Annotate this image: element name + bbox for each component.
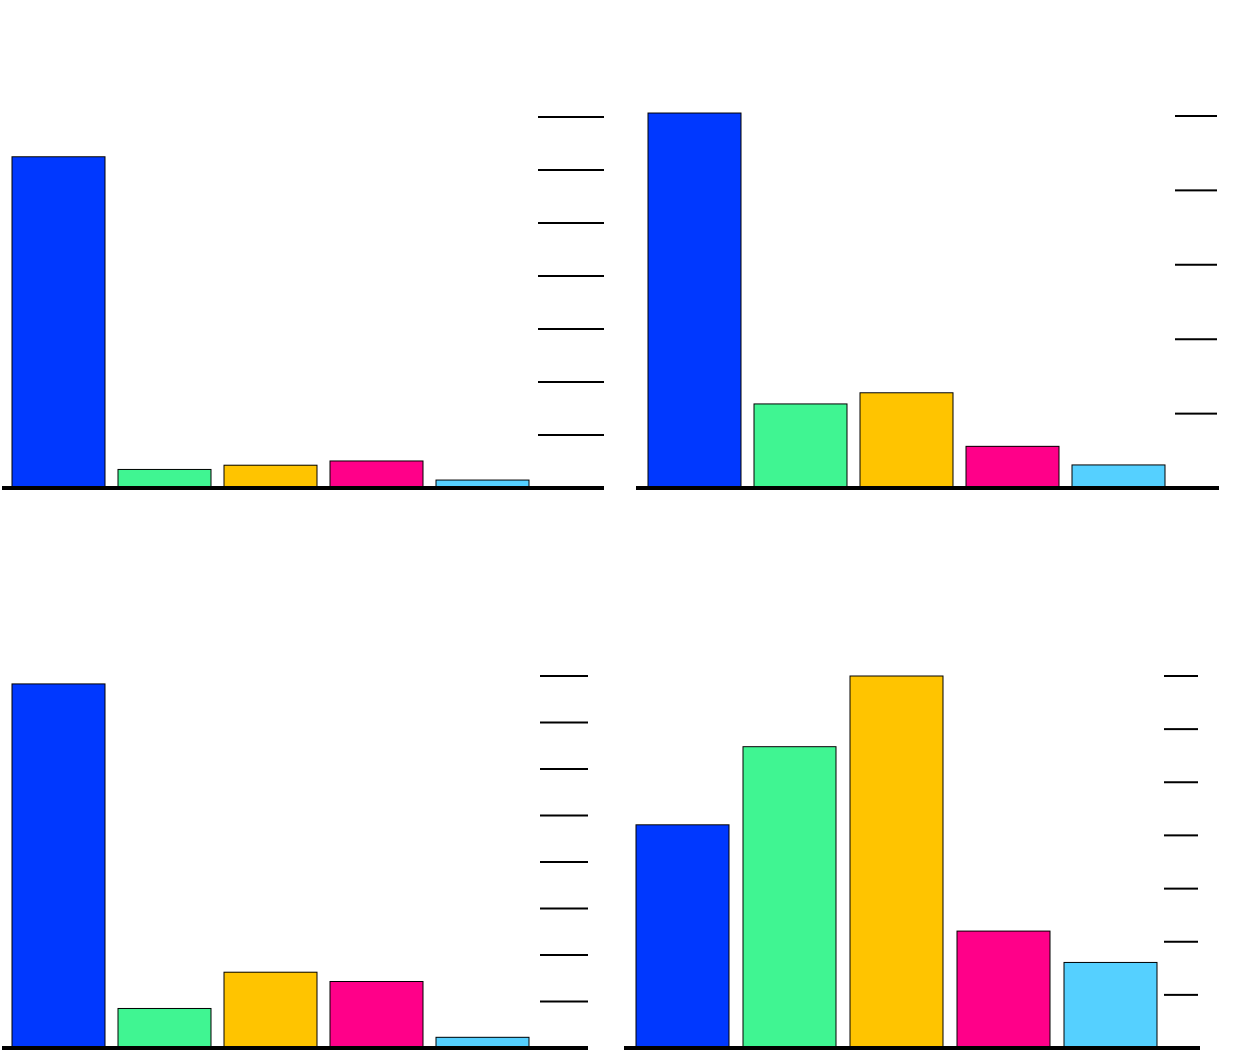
bar-5 (1063, 961, 1158, 1049)
chart-panel-top-right (636, 112, 1219, 490)
bar-2 (742, 746, 837, 1049)
bar-2 (117, 1007, 212, 1049)
bar-4 (329, 981, 424, 1049)
bar-1 (11, 683, 106, 1049)
bar-3 (223, 464, 318, 489)
bar-1 (647, 112, 742, 489)
bar-3 (223, 971, 318, 1049)
chart-panel-bottom-left (2, 675, 588, 1050)
bar-1 (635, 824, 730, 1049)
bar-5 (1071, 464, 1166, 489)
bar-1 (11, 156, 106, 489)
bar-4 (965, 445, 1060, 489)
bar-3 (849, 675, 944, 1049)
bar-2 (117, 468, 212, 489)
chart-panel-top-left (2, 116, 604, 490)
bar-3 (859, 392, 954, 489)
bar-4 (956, 930, 1051, 1049)
chart-panel-bottom-right (624, 675, 1200, 1050)
bar-2 (753, 403, 848, 489)
bar-4 (329, 460, 424, 489)
